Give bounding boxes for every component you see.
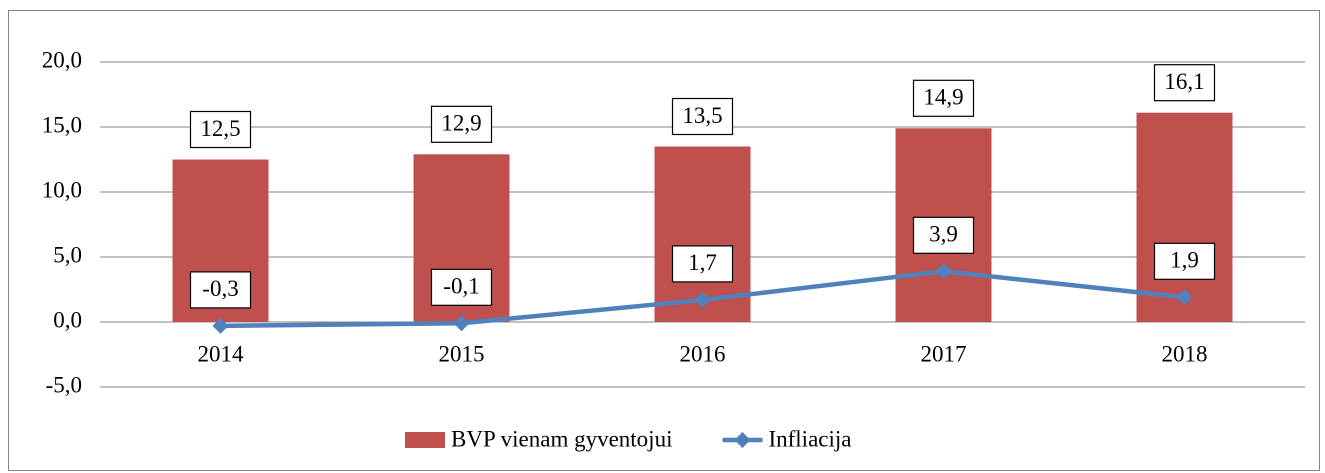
data-label: 1,7	[688, 250, 717, 275]
bar	[1136, 112, 1233, 322]
y-tick-label: 15,0	[42, 112, 82, 137]
x-tick-label: 2018	[1162, 341, 1208, 366]
data-label-box	[189, 110, 252, 149]
data-label-box	[1153, 64, 1216, 102]
data-label: 14,9	[923, 85, 963, 110]
data-label: -0,3	[202, 276, 238, 301]
data-label-box	[430, 268, 493, 306]
line-marker	[212, 317, 229, 334]
data-label-box	[1153, 242, 1216, 280]
data-label: 16,1	[1164, 69, 1204, 94]
line-marker	[453, 315, 470, 332]
data-label-box	[912, 79, 975, 117]
y-tick-label: 5,0	[53, 242, 82, 267]
data-label: 12,9	[441, 111, 481, 136]
y-tick-label: 0,0	[53, 307, 82, 332]
data-label-box	[671, 245, 734, 283]
data-label: 1,9	[1170, 248, 1199, 273]
y-tick-label: 10,0	[42, 177, 82, 202]
line-marker	[1176, 289, 1193, 306]
y-tick-label: 20,0	[42, 47, 82, 72]
x-tick-label: 2016	[680, 341, 726, 366]
x-tick-label: 2014	[198, 341, 245, 366]
legend-label: BVP vienam gyventojui	[451, 426, 672, 451]
data-label-box	[671, 97, 734, 136]
data-label: 13,5	[682, 103, 722, 128]
x-tick-label: 2017	[921, 341, 967, 366]
legend-label: Infliacija	[768, 426, 851, 451]
data-label: 3,9	[929, 222, 958, 247]
data-label: 12,5	[200, 116, 240, 141]
data-label: -0,1	[443, 274, 479, 299]
line-marker	[694, 291, 711, 308]
data-label-box	[912, 216, 975, 254]
x-tick-label: 2015	[439, 341, 485, 366]
line-marker	[935, 263, 952, 280]
y-tick-label: -5,0	[46, 372, 82, 397]
legend-marker	[734, 432, 751, 448]
data-label-box	[189, 271, 252, 309]
data-label-box	[430, 105, 493, 143]
legend-swatch	[405, 432, 445, 448]
